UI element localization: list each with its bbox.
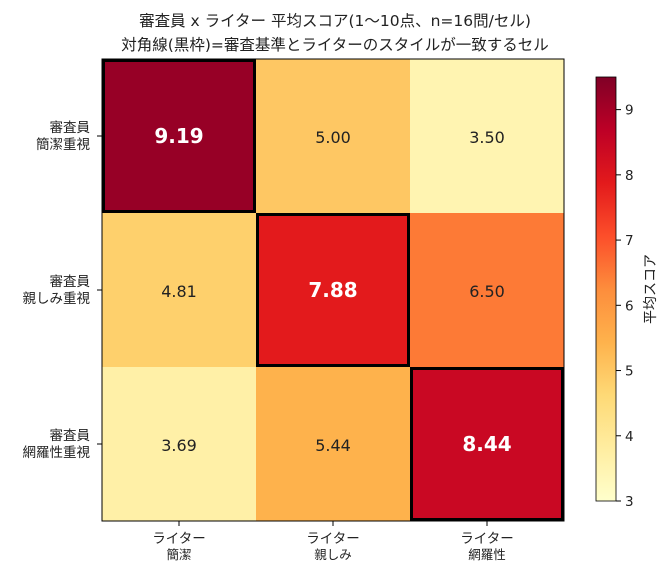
heatmap-cell [102, 213, 256, 367]
heatmap-cell [102, 367, 256, 521]
x-tick-labels: ライター簡潔 ライター親しみ ライター網羅性 [152, 521, 514, 562]
cell-value-label: 8.44 [462, 432, 511, 456]
cell-value-label: 3.69 [161, 436, 197, 455]
heatmap-cell [256, 367, 410, 521]
y-tick-label: 審査員親しみ重視 [23, 274, 91, 307]
diagonal-highlight-border [256, 213, 410, 367]
heatmap-cells [102, 59, 564, 521]
x-tick-label: ライター親しみ [306, 531, 359, 562]
colorbar-tick-label: 7 [625, 233, 634, 249]
colorbar-tick-label: 9 [625, 103, 634, 119]
cell-value-label: 3.50 [469, 128, 505, 147]
colorbar-tick-label: 6 [625, 298, 634, 314]
colorbar-tick-label: 3 [625, 494, 634, 510]
colorbar-tick-label: 5 [625, 364, 634, 380]
colorbar-label: 平均スコア [643, 254, 659, 324]
heatmap-cell [256, 59, 410, 213]
heatmap-cell [410, 367, 564, 521]
y-tick-label: 審査員網羅性重視 [23, 428, 91, 461]
diagonal-highlight-border [102, 59, 256, 213]
colorbar-ticks: 3 4 5 6 7 8 9 [616, 103, 634, 510]
colorbar-tick-label: 4 [625, 429, 634, 445]
heatmap-cell [256, 213, 410, 367]
x-tick-label: ライター簡潔 [152, 531, 205, 562]
cell-value-label: 4.81 [161, 282, 197, 301]
colorbar-tick-label: 8 [625, 168, 634, 184]
cell-value-label: 5.00 [315, 128, 351, 147]
cell-value-label: 5.44 [315, 436, 351, 455]
cell-value-label: 7.88 [308, 278, 357, 302]
heatmap-cell [102, 59, 256, 213]
heatmap-cell [410, 59, 564, 213]
x-tick-label: ライター網羅性 [460, 531, 513, 562]
heatmap-cell [410, 213, 564, 367]
heatmap-value-labels: 9.19 5.00 3.50 4.81 7.88 6.50 3.69 5.44 8.44 [154, 124, 511, 456]
chart-title: 審査員 x ライター 平均スコア(1〜10点、n=16問/セル) [139, 12, 531, 30]
diagonal-highlight-border [410, 367, 564, 521]
cell-value-label: 9.19 [154, 124, 203, 148]
cell-value-label: 6.50 [469, 282, 505, 301]
y-tick-label: 審査員簡潔重視 [36, 120, 90, 153]
colorbar-gradient [595, 76, 617, 502]
chart-subtitle: 対角線(黒枠)=審査基準とライターのスタイルが一致するセル [121, 36, 548, 54]
diagonal-highlights [102, 59, 564, 521]
colorbar: 3 4 5 6 7 8 9 平均スコア [595, 76, 659, 510]
